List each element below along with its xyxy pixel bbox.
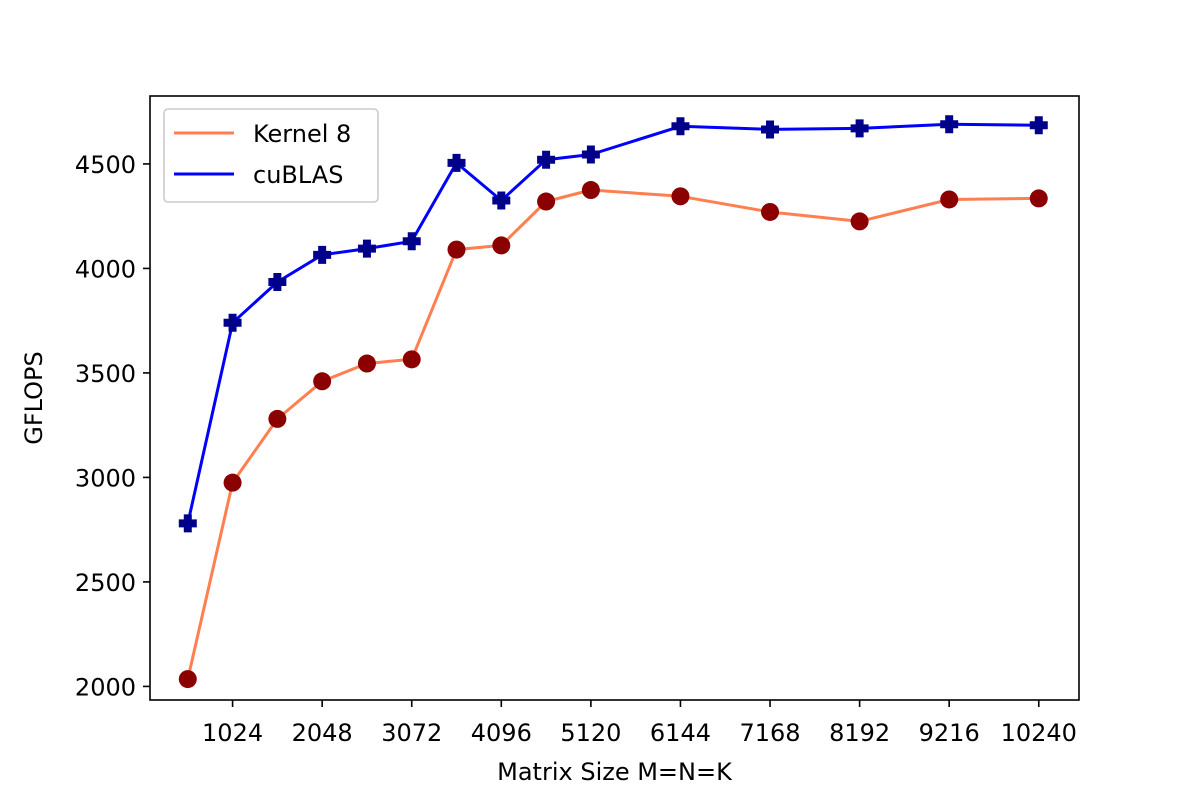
x-tick-label: 5120 — [560, 719, 621, 747]
cublas-point — [581, 145, 600, 164]
cublas-point — [492, 191, 511, 210]
x-tick-label: 8192 — [829, 719, 890, 747]
y-tick-label: 3500 — [75, 360, 136, 388]
x-tick-label: 9216 — [919, 719, 980, 747]
y-tick-label: 3000 — [75, 464, 136, 492]
x-tick-label: 3072 — [381, 719, 442, 747]
y-tick-label: 4500 — [75, 151, 136, 179]
cublas-point — [223, 313, 242, 332]
cublas-point — [178, 514, 197, 533]
kernel-8-point — [850, 212, 869, 231]
series-markers — [178, 115, 1048, 689]
kernel-8-point — [357, 354, 376, 373]
cublas-point — [313, 245, 332, 264]
x-tick-label: 10240 — [1001, 719, 1077, 747]
x-axis-ticks: 1024 2048 3072 4096 5120 6144 7168 8192 9216 1024… — [202, 700, 1077, 747]
kernel-8-point — [402, 350, 421, 369]
kernel-8-point — [268, 409, 287, 428]
x-tick-label: 7168 — [739, 719, 800, 747]
y-tick-label: 4000 — [75, 255, 136, 283]
kernel-8-point — [537, 192, 556, 211]
cublas-point — [447, 153, 466, 172]
cublas-legend-label: cuBLAS — [253, 161, 343, 189]
cublas-point — [761, 120, 780, 139]
x-tick-label: 6144 — [650, 719, 711, 747]
kernel-8-point — [223, 473, 242, 492]
x-tick-label: 4096 — [471, 719, 532, 747]
kernel-8-point — [492, 236, 511, 255]
kernel-8-point — [1029, 189, 1048, 208]
x-tick-label: 1024 — [202, 719, 263, 747]
cublas-point — [671, 117, 690, 136]
y-axis-ticks: 2000 2500 3000 3500 4000 4500 — [75, 151, 150, 701]
legend: Kernel 8 cuBLAS — [163, 108, 379, 203]
kernel-8-point — [581, 181, 600, 200]
y-tick-label: 2000 — [75, 673, 136, 701]
plot-frame — [149, 95, 1080, 701]
cublas-point — [537, 150, 556, 169]
cublas-point — [402, 232, 421, 251]
x-axis-label: Matrix Size M=N=K — [497, 758, 733, 786]
x-tick-label: 2048 — [292, 719, 353, 747]
y-axis-label: GFLOPS — [20, 351, 48, 445]
kernel-8-point — [178, 670, 197, 689]
cublas-point — [357, 239, 376, 258]
y-tick-label: 2500 — [75, 569, 136, 597]
kernel-8-point — [940, 190, 959, 209]
cublas-point — [268, 273, 287, 292]
cublas-point — [940, 115, 959, 134]
kernel-8-point — [313, 372, 332, 391]
kernel-8-point — [761, 202, 780, 221]
kernel-8-point — [671, 187, 690, 206]
kernel-8-point — [447, 240, 466, 259]
kernel-8-legend-label: Kernel 8 — [253, 120, 351, 148]
cublas-point — [1029, 116, 1048, 135]
cublas-point — [850, 119, 869, 138]
